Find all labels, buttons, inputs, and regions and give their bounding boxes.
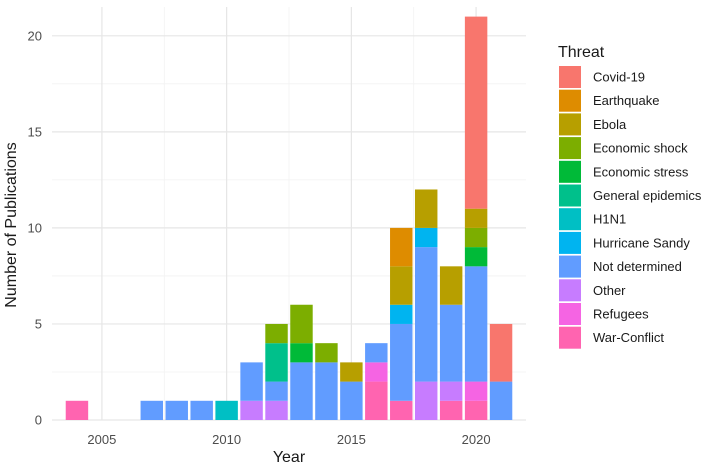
legend-swatch bbox=[559, 113, 581, 136]
bar-segment bbox=[290, 362, 313, 420]
bar-segment bbox=[414, 227, 438, 248]
bar-segment bbox=[390, 227, 413, 267]
bar-segment bbox=[215, 400, 238, 420]
bar-segment bbox=[464, 16, 488, 209]
y-tick-label: 10 bbox=[28, 220, 42, 235]
legend-swatch bbox=[559, 326, 581, 349]
bar-segment bbox=[390, 323, 413, 401]
x-tick-label: 2015 bbox=[337, 432, 366, 447]
legend-label: Refugees bbox=[593, 307, 649, 322]
bar-segment bbox=[464, 381, 488, 401]
legend-swatch bbox=[559, 184, 581, 207]
legend-label: Ebola bbox=[593, 117, 627, 132]
bar-segment bbox=[439, 381, 463, 401]
x-axis-title: Year bbox=[273, 449, 306, 466]
bar-segment bbox=[390, 304, 413, 324]
bar-segment bbox=[340, 362, 363, 382]
legend: Threat Covid-19 Earthquake Ebola Economic s… bbox=[558, 44, 702, 349]
bar-segment bbox=[439, 266, 463, 305]
legend-label: H1N1 bbox=[593, 212, 626, 227]
x-tick-label: 2020 bbox=[462, 432, 491, 447]
legend-swatch bbox=[559, 208, 581, 231]
x-tick-label: 2005 bbox=[87, 432, 116, 447]
legend-label: Hurricane Sandy bbox=[593, 235, 690, 250]
legend-label: Not determined bbox=[593, 259, 682, 274]
y-tick-label: 0 bbox=[35, 413, 42, 428]
bar-segment bbox=[140, 400, 164, 420]
bar-segment bbox=[390, 266, 413, 305]
bar-segment bbox=[315, 362, 338, 420]
bar-segment bbox=[265, 381, 288, 401]
bar-segment bbox=[290, 304, 313, 344]
legend-swatch bbox=[559, 137, 581, 160]
bar-segment bbox=[464, 227, 488, 248]
legend-label: General epidemics bbox=[593, 188, 702, 203]
bar-segment bbox=[265, 400, 288, 420]
bar-segment bbox=[414, 189, 438, 228]
bar-segment bbox=[190, 400, 213, 420]
bar-segment bbox=[464, 247, 488, 267]
bar-segment bbox=[365, 381, 388, 420]
legend-label: Economic shock bbox=[593, 141, 688, 156]
bar-segment bbox=[464, 266, 488, 382]
bar-segment bbox=[414, 247, 438, 382]
bar-segment bbox=[464, 400, 488, 420]
bar-segment bbox=[240, 362, 263, 401]
legend-swatch bbox=[559, 255, 581, 278]
legend-label: Economic stress bbox=[593, 164, 689, 179]
legend-label: Earthquake bbox=[593, 93, 660, 108]
y-tick-label: 5 bbox=[35, 316, 42, 331]
y-tick-label: 20 bbox=[28, 28, 42, 43]
legend-swatch bbox=[559, 160, 581, 183]
legend-label: Other bbox=[593, 283, 626, 298]
bar-segment bbox=[464, 208, 488, 228]
bar-segment bbox=[489, 323, 513, 382]
legend-label: Covid-19 bbox=[593, 70, 645, 85]
bar-segment bbox=[165, 400, 188, 420]
bar-segment bbox=[340, 381, 363, 420]
legend-swatch bbox=[559, 279, 581, 302]
bar-segment bbox=[265, 343, 288, 382]
y-tick-label: 15 bbox=[28, 124, 42, 139]
x-tick-label: 2010 bbox=[212, 432, 241, 447]
bar-segment bbox=[240, 400, 263, 420]
bar-segment bbox=[365, 343, 388, 363]
axis-ticks: 2005 2010 2015 2020 0 5 10 15 20 bbox=[28, 28, 491, 447]
bar-segment bbox=[489, 381, 513, 420]
y-axis-title: Number of Publications bbox=[3, 142, 20, 307]
legend-label: War-Conflict bbox=[593, 330, 664, 345]
legend-swatch bbox=[559, 231, 581, 254]
bar-segment bbox=[65, 400, 89, 420]
bar-segment bbox=[290, 343, 313, 363]
bar-segment bbox=[439, 400, 463, 420]
bar-segment bbox=[414, 381, 438, 420]
bars bbox=[65, 16, 513, 420]
bar-segment bbox=[439, 304, 463, 382]
bar-segment bbox=[390, 400, 413, 420]
bar-segment bbox=[315, 343, 338, 363]
legend-swatch bbox=[559, 303, 581, 325]
legend-swatch bbox=[559, 66, 581, 88]
bar-segment bbox=[365, 362, 388, 382]
bar-segment bbox=[265, 323, 288, 344]
legend-title: Threat bbox=[558, 44, 605, 61]
legend-swatch bbox=[559, 89, 581, 112]
